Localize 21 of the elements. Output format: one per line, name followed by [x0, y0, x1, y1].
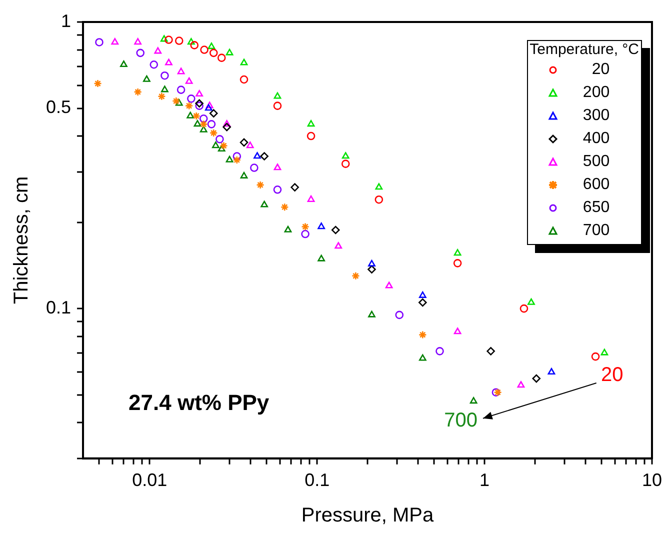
annotation: 20	[601, 364, 624, 386]
legend-label: 600	[582, 175, 610, 195]
y-tick-label: 0.1	[46, 298, 72, 318]
legend-label: 500	[582, 152, 610, 172]
annotation: 27.4 wt% PPy	[128, 390, 270, 415]
x-axis-title: Pressure, MPa	[301, 504, 435, 527]
legend-label: 300	[582, 106, 610, 126]
legend-label: 700	[582, 221, 610, 241]
x-tick-label: 10	[642, 470, 662, 490]
legend-label: 400	[582, 129, 610, 149]
legend-label: 20	[590, 60, 610, 80]
x-tick-label: 0.01	[132, 470, 168, 490]
x-tick-label: 0.1	[304, 470, 330, 490]
legend-label: 200	[582, 83, 610, 103]
legend-label: 650	[582, 198, 610, 218]
legend-title: Temperature, °C	[530, 41, 639, 58]
y-tick-label: 1	[61, 10, 72, 31]
y-axis-title: Thickness, cm	[10, 176, 33, 304]
annotation: 700	[444, 409, 478, 432]
x-tick-label: 1	[480, 470, 490, 490]
y-tick-label: 0.5	[46, 97, 72, 118]
